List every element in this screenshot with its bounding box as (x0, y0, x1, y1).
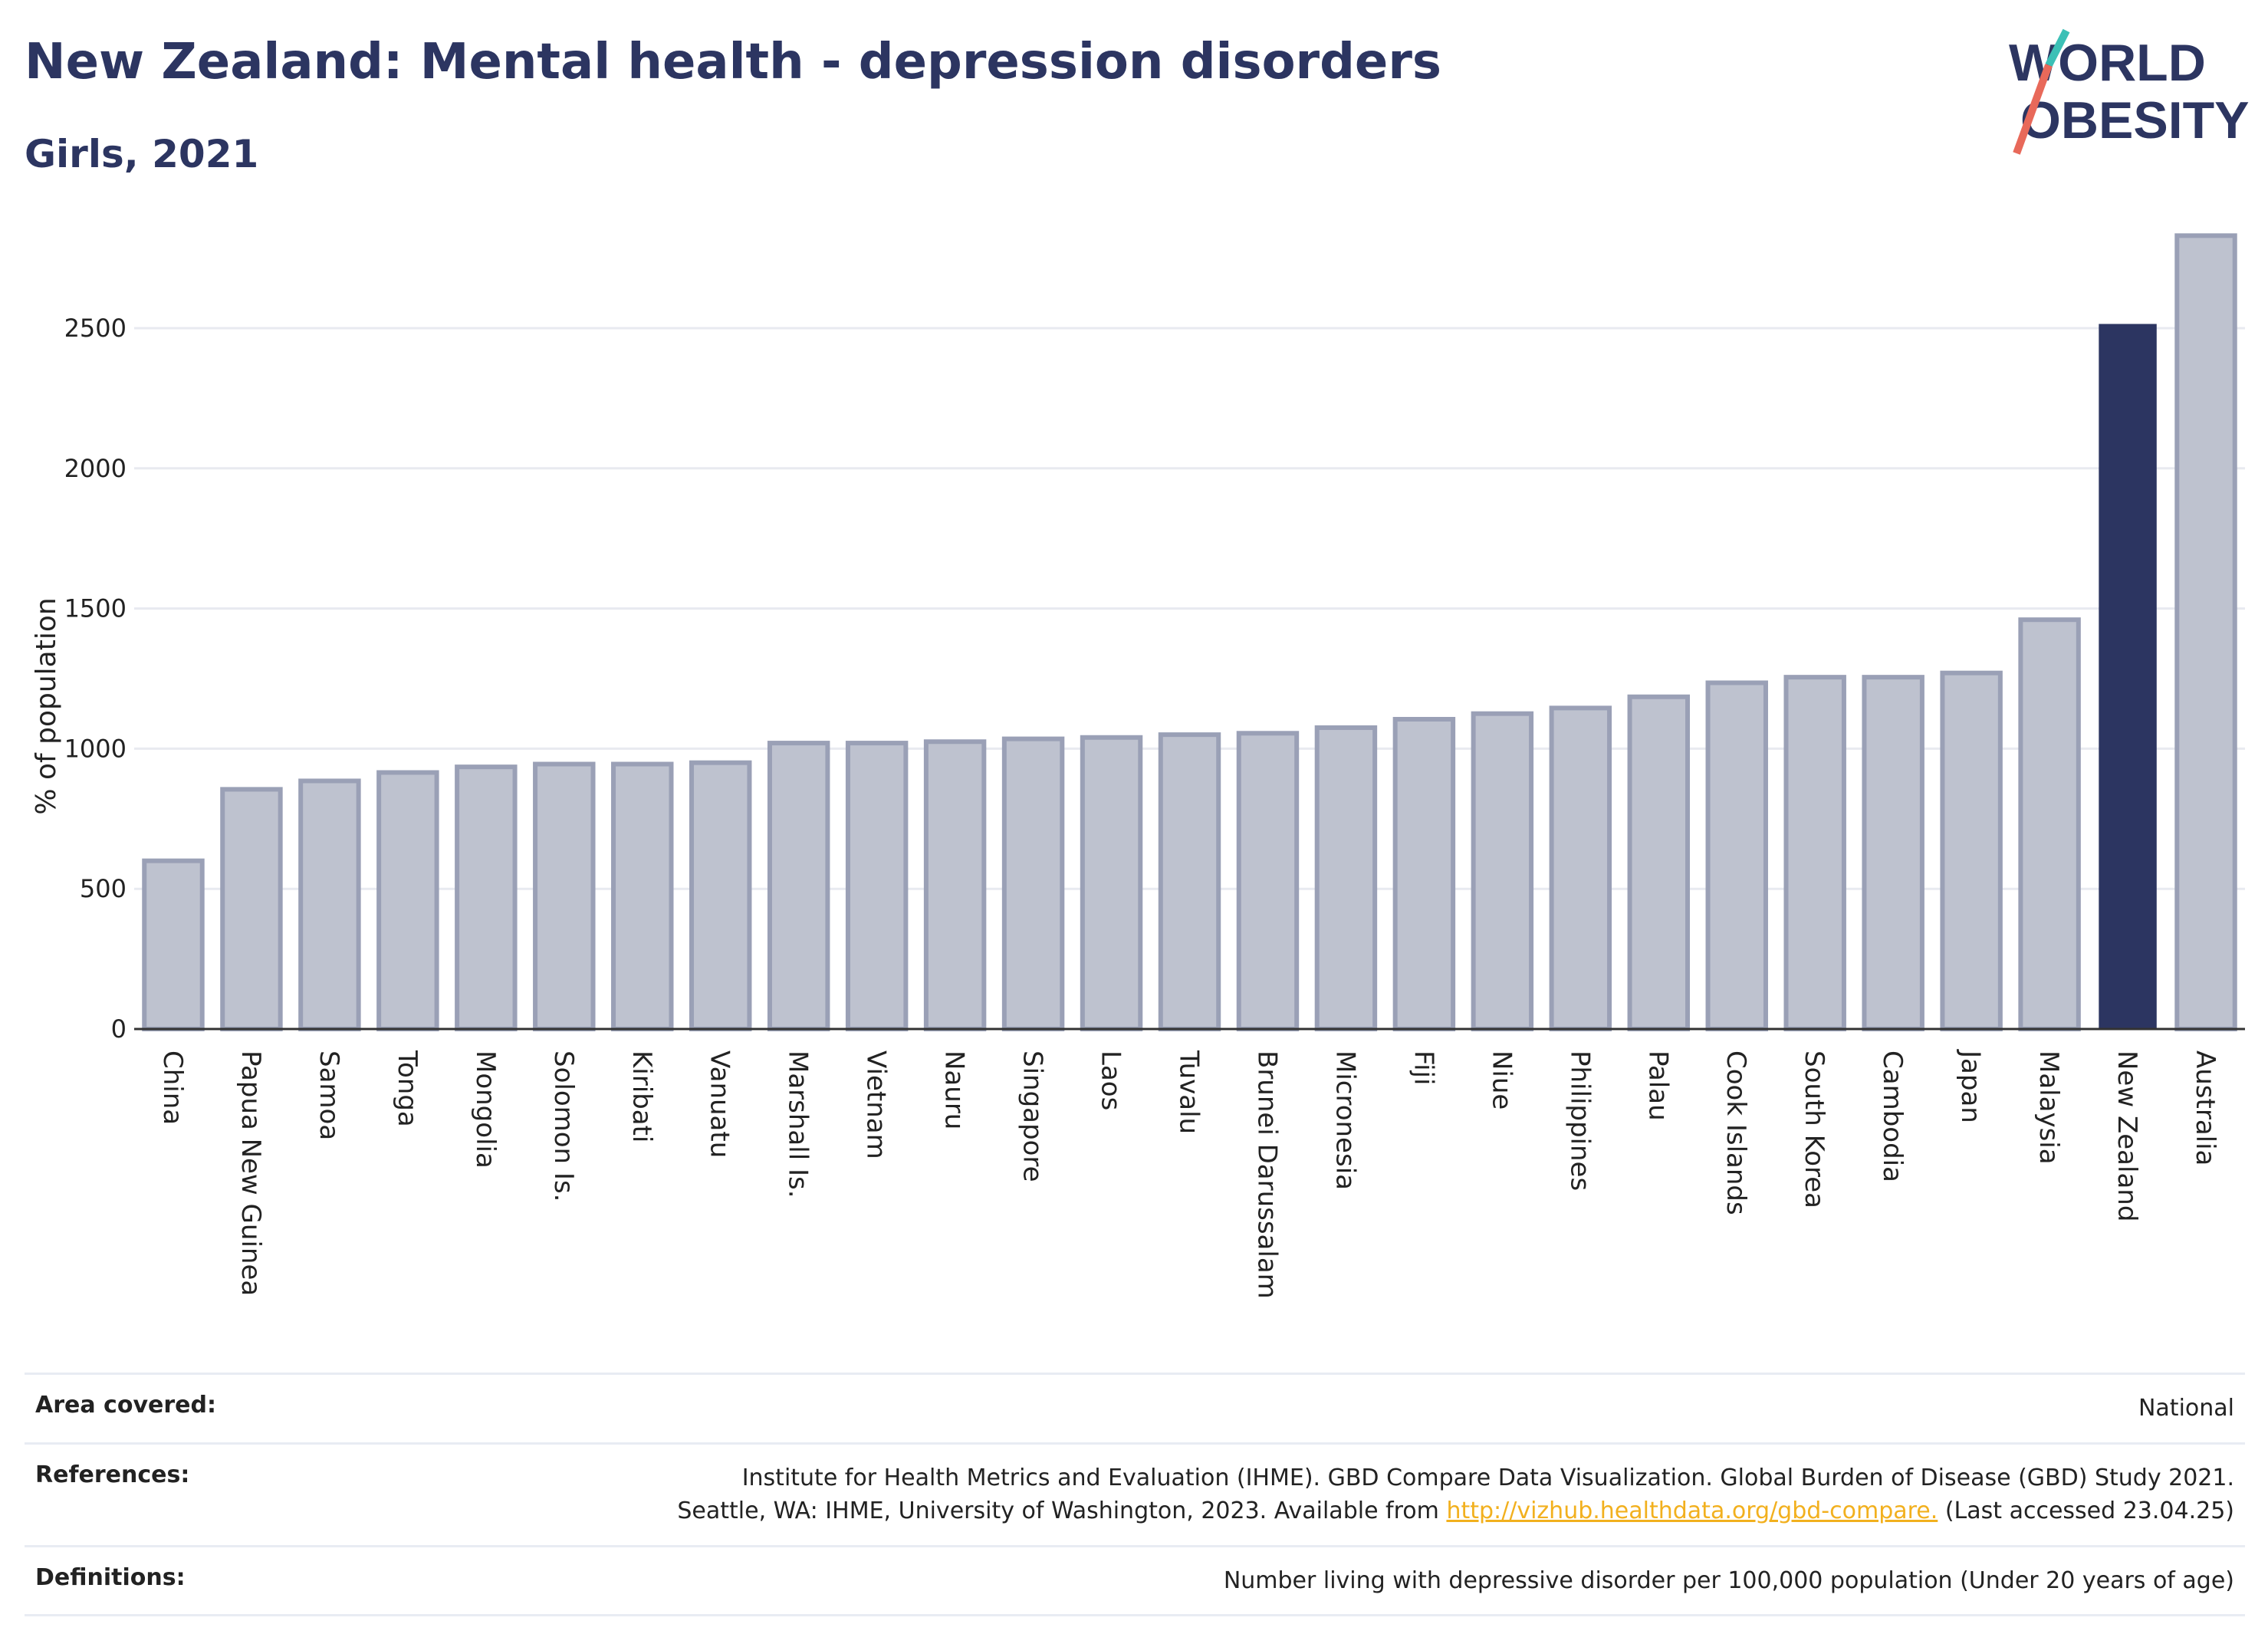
references-line-2-post: (Last accessed 23.04.25) (1944, 1498, 2234, 1524)
references-value: Institute for Health Metrics and Evaluat… (677, 1461, 2234, 1528)
x-tick-label: Nauru (939, 1050, 970, 1129)
x-tick-label: Mongolia (470, 1050, 501, 1169)
bar (611, 761, 674, 1031)
logo-word-2: OBESITY (2020, 91, 2250, 150)
x-tick-label: Tonga (392, 1050, 422, 1127)
bar (1549, 705, 1612, 1032)
area-value: National (2138, 1395, 2234, 1422)
x-tick-label: Brunei Darussalam (1251, 1050, 1282, 1299)
bar (142, 858, 205, 1032)
x-tick-label: Fiji (1408, 1050, 1438, 1085)
x-tick-label: Cook Islands (1721, 1050, 1751, 1215)
bar (1080, 735, 1143, 1031)
x-tick-label: Vietnam (861, 1050, 892, 1159)
bar (1627, 694, 1691, 1031)
chart-subtitle: Girls, 2021 (25, 132, 259, 176)
references-link[interactable]: http://vizhub.healthdata.org/gbd-compare… (1446, 1498, 1938, 1524)
x-tick-label: Kiribati (626, 1050, 657, 1142)
logo-slash-coral (2013, 64, 2053, 155)
x-tick-label: Cambodia (1877, 1050, 1908, 1182)
bar (1471, 711, 1534, 1031)
x-tick-label: Solomon Is. (548, 1050, 579, 1202)
bar (2099, 324, 2157, 1029)
bar (1705, 680, 1768, 1031)
x-tick-label: Laos (1096, 1050, 1126, 1110)
references-label: References: (35, 1461, 190, 1488)
y-axis-title: % of population (31, 597, 62, 814)
footer-row-area: Area covered: National (25, 1373, 2245, 1442)
references-line-2-pre: Seattle, WA: IHME, University of Washing… (677, 1498, 1439, 1524)
x-tick-label: Singapore (1017, 1050, 1048, 1182)
bar (2174, 233, 2237, 1032)
world-obesity-logo: WORLD OBESITY (2009, 28, 2250, 155)
x-tick-label: Marshall Is. (783, 1050, 814, 1198)
y-tick-label: 1000 (64, 734, 127, 763)
bar (298, 778, 361, 1031)
x-tick-label: China (157, 1050, 188, 1125)
x-tick-label: Australia (2190, 1050, 2220, 1165)
x-tick-label: Vanuatu (705, 1050, 735, 1158)
bar (1001, 736, 1065, 1031)
y-tick-label: 2000 (64, 454, 127, 483)
bar (845, 741, 909, 1031)
bar (376, 770, 439, 1031)
bar (1236, 731, 1300, 1032)
bar-chart: 0 500 1000 1500 2000 2500 % of population China… (31, 233, 2245, 1299)
definitions-value: Number living with depressive disorder p… (1223, 1567, 2234, 1594)
area-label: Area covered: (35, 1392, 216, 1419)
x-tick-label: Palau (1642, 1050, 1673, 1121)
bar (1940, 670, 2003, 1031)
logo-slash-teal (2045, 28, 2070, 67)
y-tick-label: 1500 (64, 594, 127, 623)
x-tick-label: New Zealand (2112, 1050, 2142, 1221)
bar (1783, 675, 1846, 1031)
bar (1862, 675, 1925, 1031)
x-tick-label: Papua New Guinea (235, 1050, 266, 1296)
y-tick-label: 2500 (64, 314, 127, 343)
x-tick-label: Tuvalu (1174, 1050, 1205, 1134)
x-tick-label: Philippines (1564, 1050, 1595, 1191)
x-tick-label: Japan (1955, 1049, 1986, 1123)
footer-table: Area covered: National References: Insti… (25, 1373, 2245, 1616)
y-tick-label: 500 (80, 874, 127, 903)
x-tick-label: South Korea (1799, 1050, 1829, 1208)
bar (689, 760, 752, 1032)
x-tick-label: Niue (1486, 1050, 1517, 1110)
x-tick-label: Malaysia (2033, 1050, 2064, 1165)
references-line-1: Institute for Health Metrics and Evaluat… (741, 1464, 2234, 1491)
x-tick-label: Micronesia (1330, 1050, 1360, 1190)
bar (455, 764, 518, 1031)
bar (923, 739, 987, 1031)
x-tick-label: Samoa (314, 1050, 344, 1140)
bar (767, 741, 830, 1031)
footer-row-references: References: Institute for Health Metrics… (25, 1442, 2245, 1545)
bar (1392, 716, 1456, 1032)
bar (533, 761, 596, 1031)
footer-row-definitions: Definitions: Number living with depressi… (25, 1544, 2245, 1616)
bar (1314, 725, 1378, 1031)
chart-title: New Zealand: Mental health - depression … (25, 34, 1441, 90)
y-tick-label: 0 (111, 1014, 127, 1044)
bar (220, 787, 283, 1032)
bar (1158, 732, 1221, 1032)
definitions-label: Definitions: (35, 1563, 186, 1591)
bar (2018, 617, 2081, 1031)
